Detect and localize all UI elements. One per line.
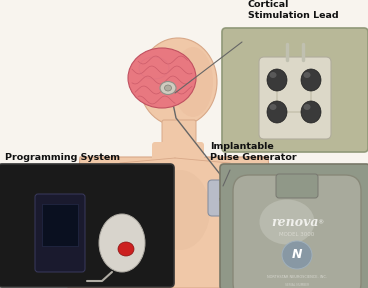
FancyBboxPatch shape <box>35 194 85 272</box>
Ellipse shape <box>128 48 196 108</box>
Ellipse shape <box>223 189 233 197</box>
FancyBboxPatch shape <box>220 164 368 288</box>
FancyBboxPatch shape <box>222 28 368 152</box>
Ellipse shape <box>304 104 311 110</box>
Text: Programming System: Programming System <box>5 153 120 162</box>
Text: Implantable
Pulse Generator: Implantable Pulse Generator <box>210 142 297 162</box>
Ellipse shape <box>304 72 311 78</box>
FancyBboxPatch shape <box>276 174 318 198</box>
Text: ®: ® <box>317 221 323 226</box>
FancyBboxPatch shape <box>0 164 174 287</box>
Ellipse shape <box>269 72 276 78</box>
Polygon shape <box>68 157 280 288</box>
FancyBboxPatch shape <box>162 120 196 159</box>
Ellipse shape <box>139 38 217 126</box>
Ellipse shape <box>173 47 213 117</box>
FancyBboxPatch shape <box>208 180 248 216</box>
Text: MODEL 3000: MODEL 3000 <box>279 232 315 238</box>
FancyBboxPatch shape <box>259 57 331 139</box>
Ellipse shape <box>301 69 321 91</box>
Ellipse shape <box>160 82 176 94</box>
FancyBboxPatch shape <box>152 142 204 168</box>
Ellipse shape <box>118 242 134 256</box>
Ellipse shape <box>301 101 321 123</box>
FancyBboxPatch shape <box>42 204 78 246</box>
Ellipse shape <box>99 214 145 272</box>
Text: SERIAL NUMBER: SERIAL NUMBER <box>285 283 309 287</box>
Ellipse shape <box>259 200 315 245</box>
Ellipse shape <box>164 85 171 91</box>
Text: Ν: Ν <box>292 249 302 262</box>
FancyBboxPatch shape <box>233 175 361 288</box>
Ellipse shape <box>150 170 210 250</box>
Text: Cortical
Stimulation Lead: Cortical Stimulation Lead <box>248 0 339 20</box>
Text: NORTHSTAR NEUROSCIENCE, INC.: NORTHSTAR NEUROSCIENCE, INC. <box>267 275 327 279</box>
Text: renova: renova <box>271 217 319 230</box>
Ellipse shape <box>282 241 312 269</box>
Ellipse shape <box>267 69 287 91</box>
Ellipse shape <box>269 104 276 110</box>
Ellipse shape <box>267 101 287 123</box>
Text: NORTHSTAR: NORTHSTAR <box>219 198 237 202</box>
